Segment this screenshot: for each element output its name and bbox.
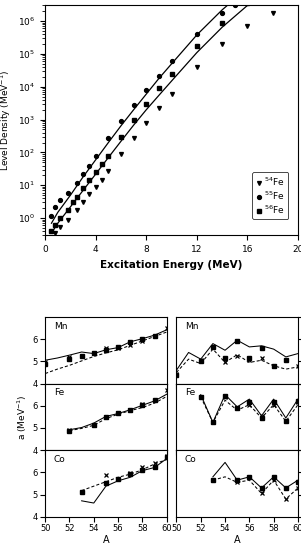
$^{56}$Fe <box>71 199 75 206</box>
$^{56}$Fe <box>119 133 123 140</box>
$^{54}$Fe <box>54 230 57 236</box>
$^{54}$Fe <box>119 151 123 157</box>
$^{55}$Fe <box>233 2 237 9</box>
Text: Mn: Mn <box>54 322 67 331</box>
$^{55}$Fe <box>144 86 148 93</box>
$^{56}$Fe <box>246 0 249 7</box>
$^{55}$Fe <box>107 134 110 141</box>
$^{54}$Fe <box>94 183 98 190</box>
$^{54}$Fe <box>246 23 249 29</box>
$^{55}$Fe <box>75 180 79 186</box>
$^{54}$Fe <box>271 9 275 16</box>
$^{54}$Fe <box>296 0 300 7</box>
X-axis label: A: A <box>103 535 109 544</box>
$^{56}$Fe <box>220 20 224 26</box>
Text: Fe: Fe <box>54 388 64 397</box>
$^{54}$Fe <box>75 207 79 213</box>
Text: Co: Co <box>185 455 197 464</box>
$^{56}$Fe <box>107 152 110 159</box>
Y-axis label: a (MeV$^{-1}$): a (MeV$^{-1}$) <box>16 394 29 440</box>
$^{56}$Fe <box>170 70 173 77</box>
Legend: $^{54}$Fe, $^{55}$Fe, $^{56}$Fe: $^{54}$Fe, $^{55}$Fe, $^{56}$Fe <box>253 172 288 219</box>
$^{55}$Fe <box>58 197 62 203</box>
$^{55}$Fe <box>88 162 91 169</box>
$^{56}$Fe <box>58 215 62 221</box>
$^{54}$Fe <box>220 41 224 47</box>
$^{54}$Fe <box>81 198 85 205</box>
$^{54}$Fe <box>157 105 161 112</box>
$^{55}$Fe <box>220 9 224 16</box>
Text: Fe: Fe <box>185 388 195 397</box>
$^{54}$Fe <box>58 224 62 230</box>
$^{56}$Fe <box>144 101 148 107</box>
$^{54}$Fe <box>195 64 199 70</box>
Line: $^{55}$Fe: $^{55}$Fe <box>50 0 275 218</box>
$^{55}$Fe <box>195 31 199 38</box>
$^{54}$Fe <box>132 134 135 141</box>
$^{56}$Fe <box>50 228 53 234</box>
$^{55}$Fe <box>50 212 53 219</box>
Line: $^{54}$Fe: $^{54}$Fe <box>53 1 300 235</box>
$^{55}$Fe <box>119 118 123 125</box>
$^{54}$Fe <box>100 176 104 183</box>
Text: Mn: Mn <box>185 322 198 331</box>
X-axis label: A: A <box>234 535 240 544</box>
$^{55}$Fe <box>157 72 161 79</box>
$^{54}$Fe <box>66 217 70 223</box>
$^{54}$Fe <box>144 120 148 126</box>
$^{54}$Fe <box>107 168 110 174</box>
$^{55}$Fe <box>170 58 173 65</box>
Text: Co: Co <box>54 455 65 464</box>
$^{55}$Fe <box>66 189 70 196</box>
$^{56}$Fe <box>81 185 85 191</box>
X-axis label: Excitation Energy (MeV): Excitation Energy (MeV) <box>100 259 243 270</box>
$^{55}$Fe <box>81 171 85 177</box>
$^{55}$Fe <box>132 102 135 108</box>
$^{56}$Fe <box>94 169 98 176</box>
$^{56}$Fe <box>54 222 57 228</box>
$^{54}$Fe <box>170 91 173 97</box>
$^{54}$Fe <box>88 190 91 197</box>
$^{56}$Fe <box>88 177 91 184</box>
$^{55}$Fe <box>94 152 98 159</box>
$^{56}$Fe <box>132 116 135 123</box>
Y-axis label: Level Density (MeV$^{-1}$): Level Density (MeV$^{-1}$) <box>0 70 13 171</box>
$^{56}$Fe <box>195 42 199 49</box>
Line: $^{56}$Fe: $^{56}$Fe <box>50 0 300 233</box>
$^{56}$Fe <box>66 207 70 213</box>
$^{56}$Fe <box>75 194 79 200</box>
$^{55}$Fe <box>246 0 249 2</box>
$^{55}$Fe <box>54 203 57 210</box>
$^{56}$Fe <box>100 160 104 167</box>
$^{56}$Fe <box>157 85 161 91</box>
